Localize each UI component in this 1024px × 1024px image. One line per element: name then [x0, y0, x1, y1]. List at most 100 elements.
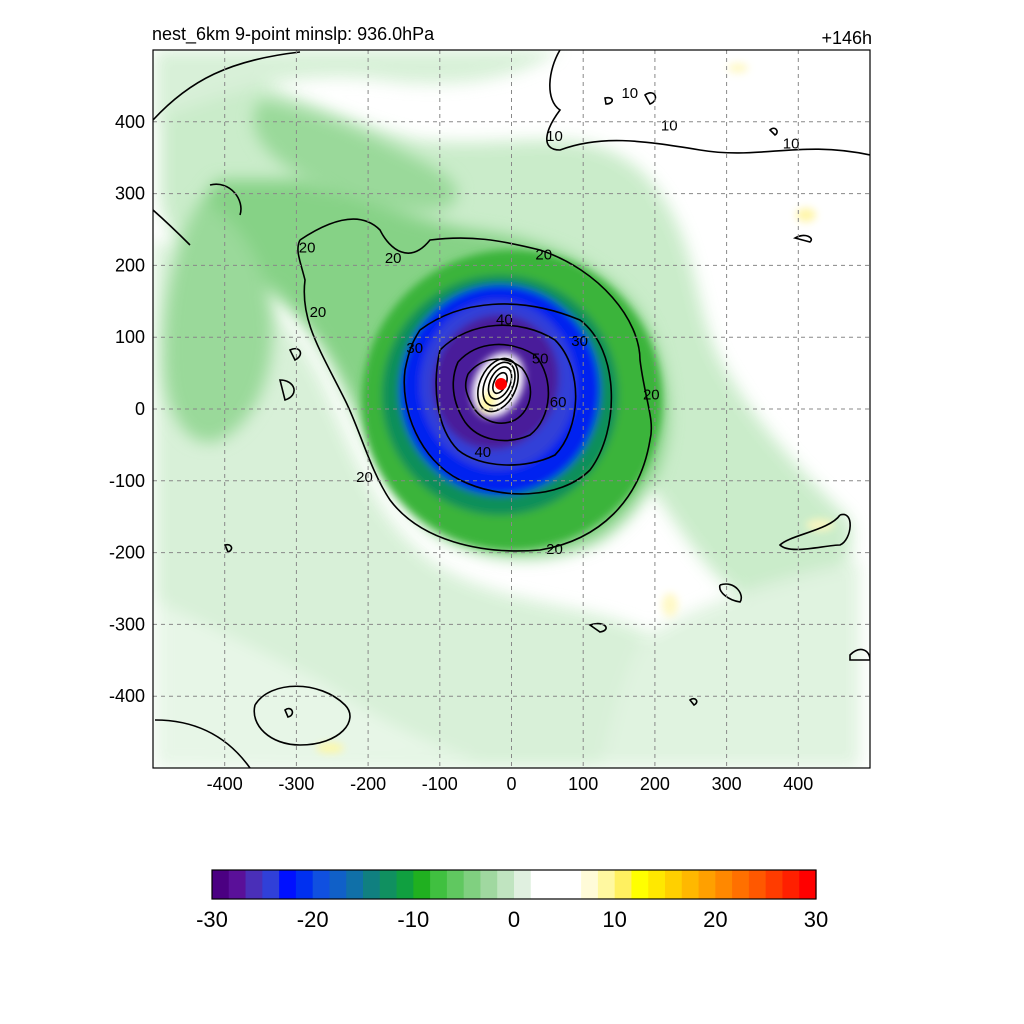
contour-10-northwest — [153, 51, 301, 121]
shaded-field — [155, 50, 860, 768]
colorbar-cell — [648, 870, 666, 899]
colorbar-cell — [564, 870, 582, 899]
colorbar-cell — [279, 870, 297, 899]
storm-center-marker — [495, 378, 507, 390]
contour-50 — [452, 343, 550, 442]
x-axis-ticks: -400 -300 -200 -100 0 100 200 300 400 — [207, 774, 814, 794]
colorbar-cell — [497, 870, 515, 899]
colorbar-tick-label: 10 — [602, 907, 626, 932]
x-tick-label: -200 — [350, 774, 386, 794]
forecast-hour-label: +146h — [821, 28, 872, 48]
colorbar-cell — [463, 870, 482, 899]
colorbar-cell — [430, 870, 448, 899]
contour-label: 10 — [621, 85, 638, 102]
colorbar-cell — [329, 870, 347, 899]
colorbar-cell — [715, 870, 733, 899]
colorbar-cell — [312, 870, 331, 899]
y-tick-label: 200 — [115, 255, 145, 275]
contour-30 — [403, 303, 613, 495]
colorbar-cell — [799, 870, 817, 899]
x-tick-label: 0 — [506, 774, 516, 794]
x-tick-label: -300 — [278, 774, 314, 794]
colorbar-cell — [698, 870, 716, 899]
y-tick-label: -400 — [109, 686, 145, 706]
y-tick-label: -300 — [109, 614, 145, 634]
colorbar-cell — [748, 870, 767, 899]
x-tick-label: 400 — [783, 774, 813, 794]
colorbar-cell — [396, 870, 414, 899]
contour-label: 20 — [385, 250, 402, 267]
colorbar-tick-label: -20 — [297, 907, 329, 932]
contour-labels: 10 10 10 10 20 20 20 20 20 20 20 30 30 40 40 50 60 — [299, 85, 800, 558]
x-tick-label: 100 — [568, 774, 598, 794]
contour-label: 20 — [535, 247, 552, 264]
contour-label: 40 — [496, 311, 513, 328]
colorbar-cell — [379, 870, 398, 899]
contour-label: 20 — [356, 469, 373, 486]
colorbar-cell — [262, 870, 280, 899]
colorbar-cell — [295, 870, 314, 899]
colorbar-frame — [211, 869, 817, 900]
y-tick-label: 100 — [115, 327, 145, 347]
y-tick-label: -200 — [109, 543, 145, 563]
colorbar-cell — [346, 870, 364, 899]
x-tick-label: -400 — [207, 774, 243, 794]
colorbar-cell — [581, 870, 599, 899]
colorbar-cell — [228, 870, 247, 899]
x-tick-label: 200 — [640, 774, 670, 794]
contour-20-outer — [297, 218, 653, 552]
colorbar-cell — [765, 870, 784, 899]
contour-label: 20 — [546, 541, 563, 558]
contour-label: 10 — [783, 135, 800, 152]
contour-label: 20 — [310, 304, 327, 321]
contour-east-blobs — [588, 92, 870, 661]
contour-label: 10 — [661, 117, 678, 134]
colorbar-cell — [732, 870, 750, 899]
colorbar-cell — [446, 870, 465, 899]
plot-area: 10 10 10 10 20 20 20 20 20 20 20 30 30 40 40 50 60 — [152, 49, 871, 769]
contour-label: 20 — [299, 239, 316, 256]
colorbar-cell — [530, 870, 549, 899]
x-tick-label: -100 — [422, 774, 458, 794]
contour-label: 20 — [643, 387, 660, 404]
colorbar-cell — [665, 870, 683, 899]
colorbar-cell — [614, 870, 633, 899]
contour-label: 60 — [550, 394, 567, 411]
y-tick-label: 0 — [135, 399, 145, 419]
contour-label: 30 — [571, 333, 588, 350]
contour-label: 40 — [474, 444, 491, 461]
colorbar-tick-label: -30 — [196, 907, 228, 932]
colorbar-cell — [681, 870, 700, 899]
colorbar-cell — [597, 870, 616, 899]
contour-lines — [153, 50, 870, 768]
colorbar-cell — [547, 870, 565, 899]
colorbar-tick-label: -10 — [397, 907, 429, 932]
plot-frame — [152, 49, 871, 769]
contour-10-north — [546, 50, 870, 156]
y-tick-label: 400 — [115, 112, 145, 132]
colorbar-cell — [413, 870, 431, 899]
contour-40 — [435, 324, 577, 466]
y-tick-label: 300 — [115, 184, 145, 204]
colorbar-cell — [363, 870, 381, 899]
colorbar-cell — [245, 870, 263, 899]
colorbar-tick-label: 20 — [703, 907, 727, 932]
colorbar-cell — [212, 870, 230, 899]
contour-south-blobs — [154, 685, 698, 768]
colorbar-tick-label: 30 — [804, 907, 828, 932]
colorbar: -30 -20 -10 0 10 20 30 — [196, 869, 828, 932]
chart-title: nest_6km 9-point minslp: 936.0hPa — [152, 24, 435, 45]
colorbar-cell — [514, 870, 532, 899]
x-tick-label: 300 — [712, 774, 742, 794]
contour-label: 50 — [532, 351, 549, 368]
colorbar-tick-label: 0 — [508, 907, 520, 932]
contour-label: 10 — [546, 128, 563, 145]
y-tick-label: -100 — [109, 471, 145, 491]
colorbar-cell — [480, 870, 498, 899]
colorbar-cell — [782, 870, 800, 899]
contour-label: 30 — [406, 340, 423, 357]
contour-west-blobs — [153, 183, 302, 553]
y-axis-ticks: 400 300 200 100 0 -100 -200 -300 -400 — [109, 112, 145, 706]
contour-60 — [464, 358, 532, 424]
